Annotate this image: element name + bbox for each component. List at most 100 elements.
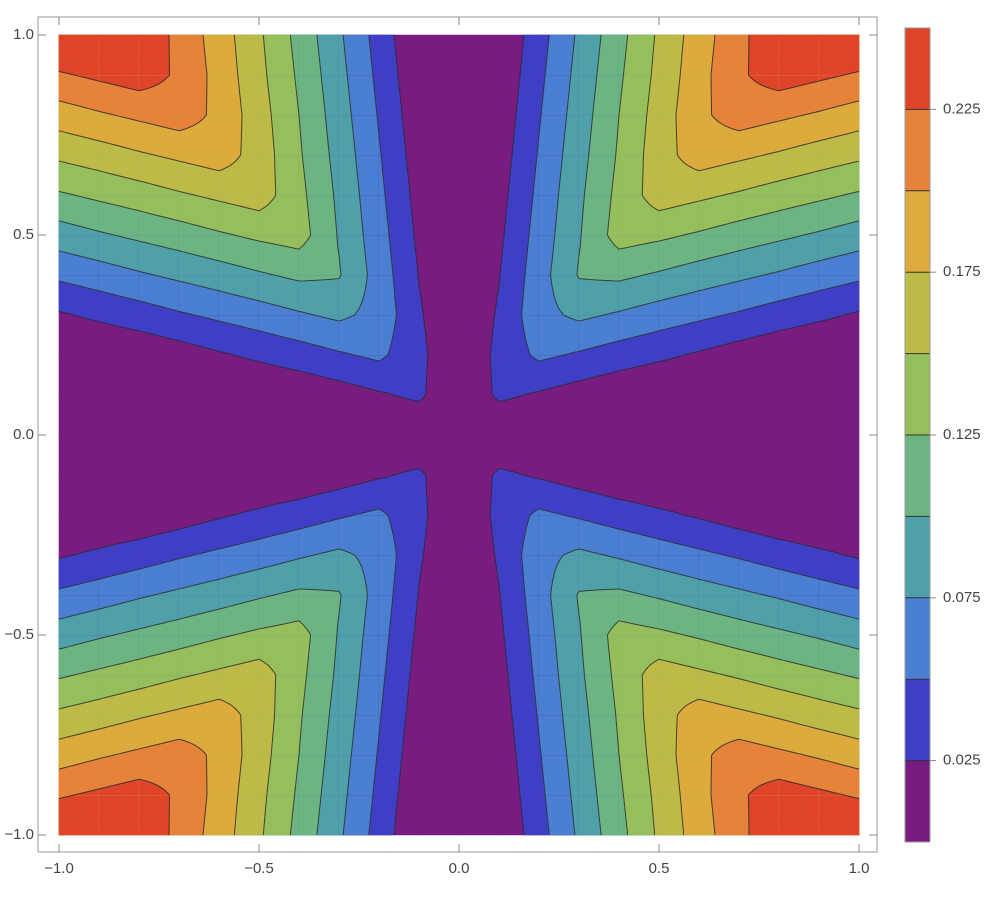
contour-cell: [819, 675, 859, 715]
contour-cell: [299, 315, 339, 355]
contour-cell: [619, 755, 659, 795]
contour-cell: [619, 195, 659, 235]
contour-cell: [99, 715, 139, 755]
contour-cell: [819, 715, 859, 755]
contour-band: [219, 395, 259, 435]
contour-band: [779, 35, 819, 75]
contour-cell: [299, 475, 339, 515]
contour-cell: [539, 635, 579, 675]
contour-cell: [99, 275, 139, 315]
contour-band: [779, 795, 819, 835]
contour-cell: [339, 715, 379, 755]
contour-cell: [179, 755, 219, 795]
contour-cell: [619, 155, 659, 195]
contour-cell: [139, 715, 179, 755]
contour-cell: [99, 435, 139, 475]
contour-band: [419, 115, 459, 155]
contour-cell: [779, 235, 819, 275]
contour-cell: [699, 355, 739, 395]
contour-cell: [59, 275, 99, 315]
contour-band: [259, 435, 299, 475]
contour-cell: [59, 635, 99, 675]
contour-cell: [579, 355, 619, 395]
contour-cell: [619, 675, 659, 715]
contour-cell: [619, 395, 659, 435]
contour-cell: [219, 555, 259, 595]
contour-cell: [659, 155, 699, 195]
contour-band: [589, 715, 619, 755]
contour-cell: [779, 675, 819, 715]
contour-cell: [419, 275, 459, 315]
contour-cell: [139, 475, 179, 515]
contour-cell: [219, 755, 259, 795]
contour-cell: [499, 275, 539, 315]
contour-cell: [619, 515, 659, 555]
contour-band: [539, 435, 579, 475]
contour-field: [59, 35, 859, 835]
contour-band: [676, 115, 699, 155]
contour-band: [59, 35, 99, 75]
contour-band: [99, 435, 139, 475]
contour-cell: [179, 515, 219, 555]
contour-cell: [299, 715, 339, 755]
contour-cell: [699, 475, 739, 515]
contour-cell: [779, 395, 819, 435]
contour-cell: [59, 395, 99, 435]
contour-cell: [419, 435, 459, 475]
contour-band: [819, 395, 859, 435]
contour-cell: [499, 795, 539, 835]
contour-cell: [139, 355, 179, 395]
contour-band: [99, 35, 139, 75]
contour-cell: [699, 115, 739, 155]
contour-cell: [419, 195, 459, 235]
contour-band: [676, 715, 699, 755]
contour-cell: [739, 715, 779, 755]
contour-cell: [259, 75, 299, 115]
contour-cell: [819, 75, 859, 115]
contour-cell: [139, 795, 179, 835]
contour-band: [179, 35, 207, 75]
contour-cell: [779, 195, 819, 235]
contour-cell: [59, 555, 99, 595]
contour-cell: [499, 235, 539, 275]
contour-cell: [739, 195, 779, 235]
contour-cell: [459, 315, 499, 355]
contour-band: [379, 395, 419, 435]
contour-cell: [379, 355, 419, 395]
contour-cell: [739, 435, 779, 475]
contour-band: [739, 355, 779, 395]
contour-cell: [379, 555, 419, 595]
contour-band: [259, 155, 276, 195]
contour-band: [139, 355, 179, 395]
contour-cell: [99, 75, 139, 115]
contour-cell: [179, 115, 219, 155]
contour-band: [379, 355, 419, 395]
contour-cell: [299, 435, 339, 475]
contour-band: [179, 795, 207, 835]
contour-cell: [499, 115, 539, 155]
contour-cell: [59, 155, 99, 195]
contour-cell: [259, 235, 299, 275]
contour-band: [699, 435, 739, 475]
contour-cell: [699, 435, 739, 475]
contour-cell: [539, 715, 579, 755]
contour-band: [459, 555, 499, 595]
contour-band: [459, 155, 499, 195]
contour-band: [459, 755, 499, 795]
contour-cell: [699, 395, 739, 435]
contour-band: [179, 395, 219, 435]
contour-cell: [579, 475, 619, 515]
contour-cell: [499, 155, 539, 195]
contour-band: [139, 395, 179, 435]
contour-cell: [59, 475, 99, 515]
contour-band: [139, 435, 179, 475]
y-tick-label: 0.5: [13, 226, 34, 243]
contour-cell: [739, 595, 779, 635]
contour-cell: [499, 555, 539, 595]
contour-band: [539, 315, 579, 355]
contour-cell: [339, 395, 379, 435]
contour-band: [739, 475, 779, 515]
contour-cell: [219, 515, 259, 555]
contour-cell: [459, 235, 499, 275]
